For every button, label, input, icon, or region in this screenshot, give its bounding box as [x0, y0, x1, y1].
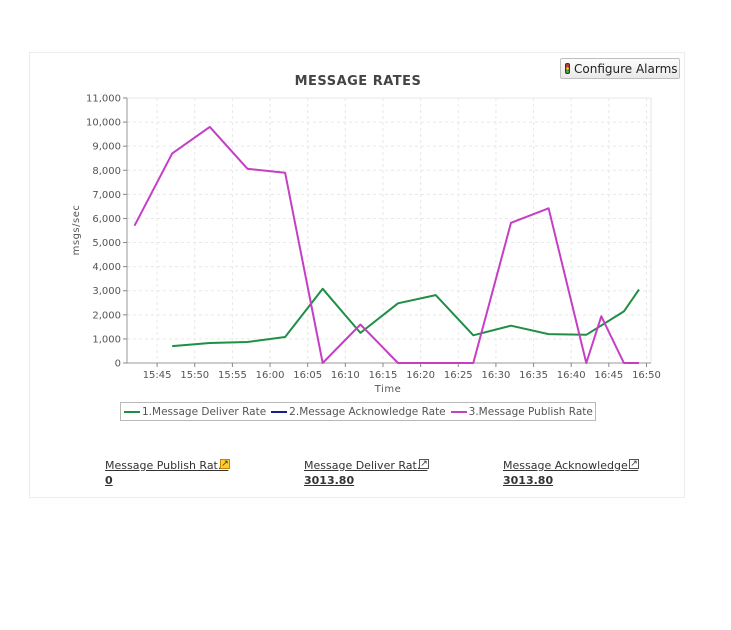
- metric-publish-rate: Message Publish Rat... ↗ 0: [105, 459, 230, 487]
- x-tick-label: 16:40: [557, 370, 586, 381]
- chart-series: [133, 125, 640, 364]
- y-tick-label: 8,000: [92, 166, 121, 177]
- legend-label-publish: 3.Message Publish Rate: [468, 405, 593, 418]
- chart-title: MESSAGE RATES: [294, 74, 422, 89]
- plot-area: [126, 97, 652, 364]
- y-tick-label: 0: [115, 359, 121, 370]
- legend-label-acknowledge: 2.Message Acknowledge Rate: [289, 405, 446, 418]
- metric-deliver-rate-link[interactable]: Message Deliver Rat...: [304, 459, 428, 472]
- legend-swatch-publish: [450, 410, 467, 413]
- y-tick-label: 4,000: [92, 262, 121, 273]
- x-tick-label: 16:35: [519, 370, 548, 381]
- x-tick-label: 16:05: [293, 370, 322, 381]
- metric-acknowledge-rate-value[interactable]: 3013.80: [503, 474, 554, 487]
- series-line-1: [172, 287, 640, 348]
- traffic-light-icon: [565, 63, 570, 74]
- external-link-icon[interactable]: ↗: [629, 459, 639, 469]
- message-rates-panel: [29, 52, 685, 498]
- x-tick-label: 16:00: [256, 370, 285, 381]
- chart-grid: [126, 97, 652, 364]
- y-tick-label: 10,000: [86, 118, 121, 129]
- x-tick-label: 16:15: [369, 370, 398, 381]
- y-tick-label: 6,000: [92, 214, 121, 225]
- x-tick-label: 16:25: [444, 370, 473, 381]
- metric-deliver-rate-value[interactable]: 3013.80: [304, 474, 355, 487]
- x-tick-label: 16:20: [406, 370, 435, 381]
- configure-alarms-label: Configure Alarms: [574, 61, 678, 76]
- configure-alarms-button[interactable]: Configure Alarms: [560, 58, 680, 79]
- metric-publish-rate-value[interactable]: 0: [105, 474, 113, 487]
- x-tick-label: 16:50: [632, 370, 661, 381]
- legend-item-deliver-rate[interactable]: 1.Message Deliver Rate: [124, 406, 266, 418]
- legend-item-acknowledge-rate[interactable]: 2.Message Acknowledge Rate: [271, 405, 446, 418]
- y-axis-label: msgs/sec: [71, 205, 82, 256]
- y-tick-label: 7,000: [92, 190, 121, 201]
- x-tick-label: 16:10: [331, 370, 360, 381]
- legend-swatch-acknowledge: [271, 410, 288, 413]
- external-link-icon[interactable]: ↗: [419, 459, 429, 469]
- y-tick-label: 3,000: [92, 286, 121, 297]
- legend-swatch-deliver: [124, 410, 140, 413]
- y-axis-ticks: 0 1,000 2,000 3,000 4,000 5,000 6,000 7,000 8,00…: [86, 94, 127, 370]
- legend-label-deliver: 1.Message Deliver Rate: [142, 405, 267, 418]
- y-tick-label: 2,000: [92, 310, 121, 321]
- series-line-3: [133, 125, 639, 364]
- metric-deliver-rate: Message Deliver Rat... ↗ 3013.80: [304, 459, 429, 487]
- external-link-warning-icon[interactable]: ↗: [220, 459, 230, 469]
- x-tick-label: 16:30: [481, 370, 510, 381]
- chart-legend: 1.Message Deliver Rate 2.Message Acknowl…: [120, 402, 596, 421]
- x-axis-label: Time: [374, 384, 401, 395]
- metric-acknowledge-rate-link[interactable]: Message Acknowledge...: [503, 459, 639, 472]
- y-tick-label: 5,000: [92, 238, 121, 249]
- y-tick-label: 11,000: [86, 94, 121, 105]
- legend-item-publish-rate[interactable]: 3.Message Publish Rate: [450, 405, 593, 418]
- x-axis-ticks: 15:45 15:50 15:55 16:00 16:05 16:10 16:15 16:20…: [143, 363, 661, 381]
- message-rates-chart: 0 1,000 2,000 3,000 4,000 5,000 6,000 7,000 8,00…: [71, 94, 661, 396]
- x-tick-label: 15:45: [143, 370, 172, 381]
- x-tick-label: 15:50: [180, 370, 209, 381]
- x-tick-label: 16:45: [594, 370, 623, 381]
- x-tick-label: 15:55: [218, 370, 247, 381]
- y-tick-label: 1,000: [92, 334, 121, 345]
- metric-acknowledge-rate: Message Acknowledge... ↗ 3013.80: [503, 459, 639, 487]
- y-tick-label: 9,000: [92, 142, 121, 153]
- metric-publish-rate-link[interactable]: Message Publish Rat...: [105, 459, 229, 472]
